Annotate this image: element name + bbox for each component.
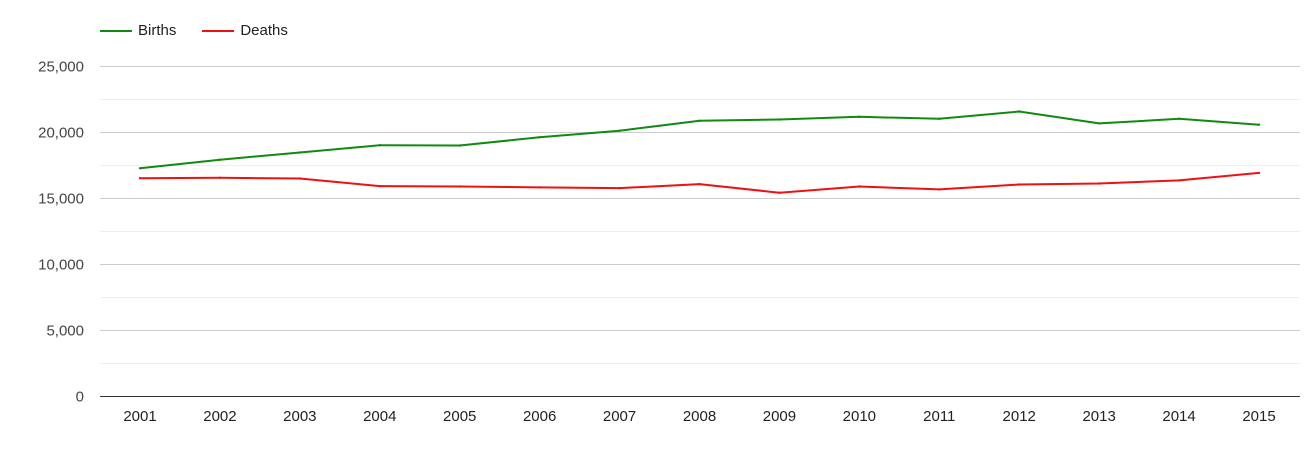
data-point-deaths xyxy=(1018,183,1021,186)
x-tick-label: 2003 xyxy=(283,408,316,425)
x-tick-label: 2010 xyxy=(843,408,876,425)
y-tick-label: 0 xyxy=(76,389,84,406)
data-point-deaths xyxy=(218,176,222,179)
legend-item-deaths: Deaths xyxy=(202,22,288,39)
x-tick-label: 2006 xyxy=(523,408,556,425)
x-tick-label: 2012 xyxy=(1003,408,1036,425)
y-tick-label: 25,000 xyxy=(38,59,84,76)
data-point-births xyxy=(938,117,941,121)
data-point-deaths xyxy=(538,186,541,189)
data-point-deaths xyxy=(298,177,302,180)
data-point-births xyxy=(378,144,381,147)
data-point-births xyxy=(698,119,701,123)
series-line-deaths xyxy=(139,171,1260,194)
data-point-deaths xyxy=(698,182,701,186)
data-point-births xyxy=(298,151,302,154)
x-tick-label: 2009 xyxy=(763,408,796,425)
x-tick-label: 2011 xyxy=(923,408,955,425)
legend-label-births: Births xyxy=(138,22,177,39)
data-point-deaths xyxy=(1097,182,1101,185)
data-point-deaths xyxy=(1257,171,1261,175)
x-tick-label: 2007 xyxy=(603,408,636,425)
data-point-births xyxy=(218,158,222,161)
data-point-births xyxy=(618,129,621,132)
data-point-births xyxy=(1097,122,1101,125)
data-point-deaths xyxy=(778,191,781,194)
x-tick-label: 2001 xyxy=(123,408,156,425)
x-tick-label: 2013 xyxy=(1082,408,1115,425)
x-tick-label: 2002 xyxy=(203,408,236,425)
data-point-deaths xyxy=(1177,179,1181,182)
data-point-births xyxy=(458,144,461,147)
data-point-deaths xyxy=(378,184,381,188)
legend-swatch-births xyxy=(100,29,132,32)
x-tick-label: 2008 xyxy=(683,408,716,425)
data-point-births xyxy=(1257,123,1261,126)
data-point-births xyxy=(538,136,541,139)
y-tick-label: 15,000 xyxy=(38,191,84,208)
data-point-births xyxy=(858,115,861,119)
data-point-deaths xyxy=(858,185,861,188)
data-point-deaths xyxy=(938,188,941,191)
y-tick-label: 20,000 xyxy=(38,125,84,142)
data-point-births xyxy=(778,118,781,121)
legend-item-births: Births xyxy=(100,22,176,39)
data-point-births xyxy=(1177,117,1181,121)
legend-swatch-deaths xyxy=(202,29,235,32)
data-point-deaths xyxy=(618,186,621,190)
chart-legend: Births Deaths xyxy=(100,22,314,39)
data-point-births xyxy=(138,167,142,170)
x-tick-label: 2005 xyxy=(443,408,476,425)
y-tick-label: 5,000 xyxy=(46,323,84,340)
x-tick-label: 2004 xyxy=(363,408,396,425)
x-tick-label: 2014 xyxy=(1162,408,1195,425)
y-tick-label: 10,000 xyxy=(38,257,84,274)
x-tick-label: 2015 xyxy=(1242,408,1275,425)
legend-label-deaths: Deaths xyxy=(240,22,288,39)
data-point-deaths xyxy=(458,185,461,188)
data-point-deaths xyxy=(138,177,142,180)
data-point-births xyxy=(1018,110,1021,113)
